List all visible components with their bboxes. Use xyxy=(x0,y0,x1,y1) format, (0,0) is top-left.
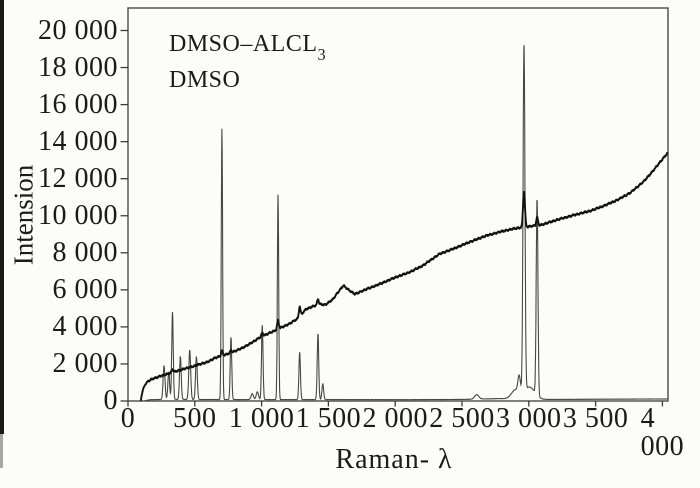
y-tick-label: 0 xyxy=(103,385,118,416)
y-axis-ticks xyxy=(120,29,128,402)
x-axis-title: Raman- λ xyxy=(335,444,453,475)
y-tick-label: 8 000 xyxy=(52,236,118,268)
x-tick-label: 3 000 xyxy=(496,403,562,434)
scan-artifact-left-edge-tail xyxy=(0,434,3,468)
x-tick-label: 1 000 xyxy=(228,403,295,434)
series-dmso-curve xyxy=(144,44,668,402)
x-tick-label: 4 000 xyxy=(640,403,685,462)
y-tick-label: 18 000 xyxy=(38,51,118,83)
y-tick-label: 2 000 xyxy=(52,347,118,379)
x-tick-label: 2 000 xyxy=(362,403,428,434)
legend-entry-dmso: DMSO xyxy=(169,66,241,93)
series-dmso-alcl3-curve xyxy=(139,151,669,402)
legend-entry-dmso-alcl3-subscript: 3 xyxy=(317,44,327,64)
y-axis-title: Intension xyxy=(8,164,39,266)
x-tick-label: 1 500 xyxy=(295,403,362,434)
y-tick-label: 14 000 xyxy=(38,125,118,157)
y-tick-label: 4 000 xyxy=(52,310,118,342)
x-axis-ticks xyxy=(127,401,664,407)
y-tick-label: 10 000 xyxy=(38,199,118,231)
x-tick-label: 500 xyxy=(173,403,217,434)
plot-frame xyxy=(127,7,669,402)
x-tick-label: 0 xyxy=(120,403,136,434)
scan-artifact-left-edge xyxy=(0,0,4,434)
x-tick-label: 3 500 xyxy=(562,403,629,434)
y-tick-label: 12 000 xyxy=(38,162,118,194)
y-tick-label: 20 000 xyxy=(38,14,118,46)
y-tick-label: 6 000 xyxy=(52,273,118,305)
x-tick-label: 2 500 xyxy=(429,403,495,434)
legend-entry-dmso-alcl3: DMSO–ALCL3 xyxy=(169,30,326,66)
legend-entry-dmso-alcl3-text: DMSO–ALCL xyxy=(169,31,318,57)
plot-legend: DMSO–ALCL3 DMSO xyxy=(169,30,326,95)
y-tick-label: 16 000 xyxy=(38,88,118,120)
